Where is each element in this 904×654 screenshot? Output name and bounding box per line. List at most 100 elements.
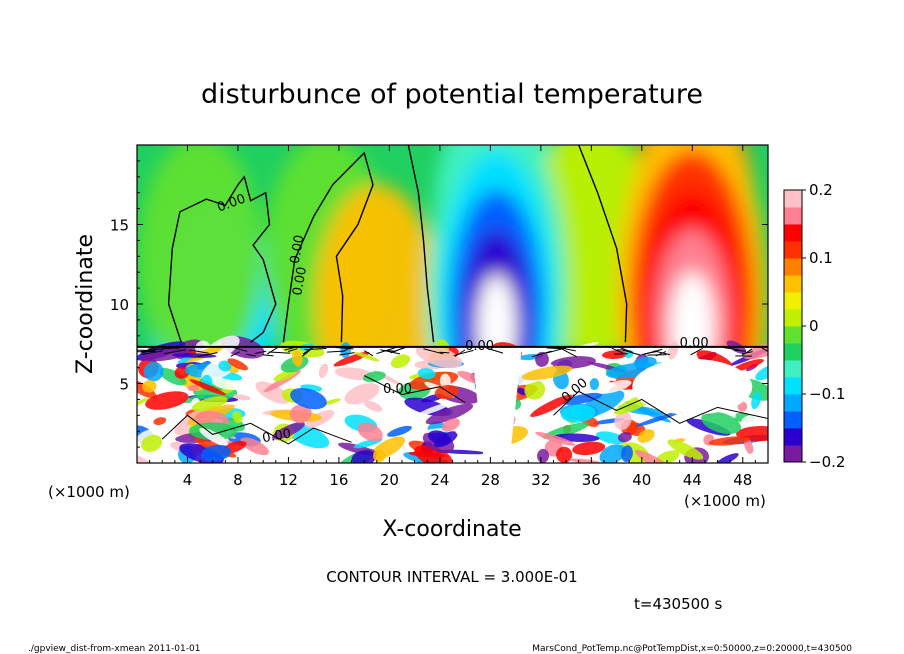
interface-contour (284, 347, 295, 351)
turbulence-cell (240, 437, 270, 456)
turbulence-cell (755, 364, 768, 381)
turbulence-cell (701, 411, 742, 434)
field-blob (138, 145, 263, 377)
interface-contour (622, 349, 641, 356)
colorbar-swatch (784, 428, 802, 446)
x-unit-label-left: (×1000 m) (48, 483, 130, 501)
interface-contour (268, 351, 291, 354)
interface-contour (163, 349, 186, 355)
turbulence-cell (318, 363, 329, 378)
turbulence-cell (635, 411, 682, 427)
turbulence-cell (323, 398, 341, 405)
contour-label: 0.00 (680, 336, 709, 351)
colorbar-tick-label: 0.1 (809, 249, 833, 267)
turbulence-cell (521, 365, 573, 381)
turbulence-cell (434, 384, 459, 400)
colorbar-swatch (784, 377, 802, 395)
turbulence-cell (589, 378, 600, 391)
turbulence-cell (667, 439, 704, 460)
interface-contour (423, 348, 444, 355)
colorbar-swatch (784, 360, 802, 378)
turbulence-cell (177, 355, 193, 364)
turbulence-cell (344, 383, 380, 405)
colorbar-swatch (784, 241, 802, 259)
turbulence-cell (743, 341, 768, 360)
white-column (471, 346, 522, 463)
chart-title: disturbunce of potential temperature (201, 79, 703, 110)
turbulence-cell (141, 434, 163, 452)
interface-contour (741, 348, 753, 356)
colorbar-swatch (784, 190, 802, 208)
turbulence-cell (530, 414, 548, 432)
contour-label: 0.00 (290, 266, 310, 297)
x-tick-label: 40 (632, 471, 651, 489)
zero-contour-lower (553, 390, 768, 424)
interface-contour (266, 346, 279, 355)
turbulence-cell (199, 427, 229, 446)
turbulence-cell (137, 379, 157, 399)
colorbar-swatch (784, 394, 802, 412)
turbulence-cell (747, 448, 768, 463)
turbulence-cell (667, 341, 679, 360)
x-tick-label: 4 (183, 471, 193, 489)
interface-contour (339, 352, 355, 356)
interface-contour (232, 346, 248, 352)
turbulence-cell (247, 418, 266, 427)
time-label: t=430500 s (634, 595, 722, 613)
turbulence-cell (143, 361, 164, 382)
interface-contour (642, 350, 658, 355)
x-tick-label: 44 (683, 471, 702, 489)
interface-contour (254, 350, 267, 354)
y-axis-label: Z-coordinate (73, 234, 98, 374)
turbulence-cell (428, 430, 451, 445)
colorbar-swatch (784, 275, 802, 293)
turbulence-cell (441, 418, 460, 432)
turbulence-cell (255, 381, 291, 404)
turbulence-cell (357, 422, 383, 442)
x-tick-label: 16 (329, 471, 348, 489)
interface-contour (230, 351, 240, 357)
turbulence-cell (425, 403, 474, 425)
x-tick-label: 24 (430, 471, 449, 489)
colorbar-tick-label: −0.2 (809, 453, 845, 471)
x-tick-label: 20 (380, 471, 399, 489)
turbulence-cell (271, 422, 305, 440)
interface-contour (197, 352, 218, 358)
turbulence-cell (751, 391, 761, 410)
x-tick-label: 8 (233, 471, 243, 489)
interface-contour (376, 346, 397, 355)
x-tick-label: 36 (582, 471, 601, 489)
interface-contour (363, 350, 374, 357)
turbulence-cell (218, 360, 232, 372)
zero-contour (407, 145, 435, 343)
interface-contour (611, 347, 624, 354)
turbulence-cell (390, 354, 411, 369)
turbulence-cell (416, 402, 453, 417)
x-tick-label: 32 (531, 471, 550, 489)
interface-contour (690, 347, 703, 356)
turbulence-cell (737, 401, 748, 412)
y-axis-ticks: 5 10 15 (110, 160, 768, 448)
interface-contour (189, 349, 209, 354)
x-axis-label: X-coordinate (382, 517, 521, 542)
zero-contour (282, 151, 374, 343)
turbulence-cell (535, 431, 576, 446)
x-axis-ticks: 4 8 12 16 20 24 28 32 36 40 44 48 (149, 145, 756, 489)
footer-left: ./gpview_dist-from-xmean 2011-01-01 (28, 644, 200, 654)
x-tick-label: 28 (481, 471, 500, 489)
turbulence-cell (291, 350, 303, 367)
colorbar-swatch (784, 224, 802, 242)
turbulence-cell (159, 368, 187, 386)
turbulence-cell (637, 429, 655, 443)
turbulence-cell (354, 352, 380, 362)
zero-contour (167, 175, 277, 343)
turbulence-cell (387, 425, 412, 437)
contour-label: 0.00 (288, 234, 308, 265)
interface-contour (454, 349, 466, 357)
interface-contour (618, 346, 633, 353)
turbulence-cell (732, 359, 765, 372)
interface-contour (141, 348, 158, 354)
turbulence-cell (417, 368, 436, 380)
turbulence-cell (572, 441, 606, 456)
